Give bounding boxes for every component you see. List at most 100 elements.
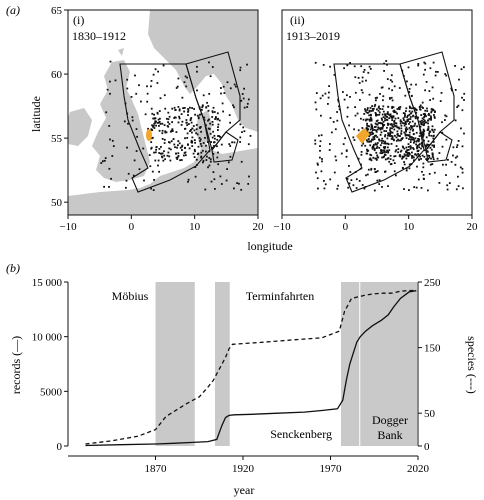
record-point [394,150,397,153]
record-point [413,133,415,135]
record-point [397,126,400,129]
record-point [333,74,336,76]
record-point [184,151,187,154]
record-point [381,156,383,159]
record-point [200,156,202,159]
record-point [366,122,368,125]
record-point [426,107,428,110]
record-point [402,112,405,114]
record-point [243,106,246,109]
record-point [463,99,465,101]
record-point [397,117,400,119]
record-point [358,82,361,84]
map-y-tick-label: 50 [51,197,63,209]
record-point [199,127,201,129]
record-point [391,80,394,83]
map-i-sublabel: (i) [73,13,84,27]
record-point [194,166,197,168]
record-point [217,117,219,120]
record-point [413,141,415,144]
record-point [387,134,389,137]
record-point [187,114,189,116]
record-point [103,185,105,188]
record-point [383,151,386,153]
record-point [179,159,181,162]
record-point [422,113,425,115]
record-point [445,74,448,77]
record-point [457,140,460,142]
record-point [392,159,395,162]
record-point [217,123,220,126]
record-point [189,106,191,109]
record-point [154,121,157,124]
record-point [178,109,181,112]
record-point [432,137,435,140]
record-point [394,155,397,157]
record-point [211,66,214,68]
record-point [400,132,403,135]
record-point [367,149,370,152]
record-point [380,117,383,120]
record-point [323,180,325,182]
record-point [177,77,180,80]
record-point [158,125,160,127]
record-point [391,136,394,139]
record-point [381,127,384,130]
record-point [369,144,372,147]
record-point [427,112,430,115]
record-point [104,157,107,159]
record-point [142,147,145,150]
record-point [208,61,210,64]
record-point [409,136,411,138]
record-point [378,139,381,142]
record-point [387,143,390,146]
record-point [408,134,411,137]
record-point [246,102,249,105]
record-point [150,85,152,88]
record-point [374,122,377,125]
record-point [365,152,368,155]
record-point [360,65,363,68]
record-point [382,140,385,142]
record-point [393,109,396,112]
record-point [382,105,385,108]
record-point [415,111,418,114]
record-point [246,63,248,66]
record-point [342,91,344,93]
record-point [138,84,140,87]
record-point [372,146,375,149]
record-point [404,120,407,123]
record-point [110,177,112,180]
record-point [413,140,416,143]
record-point [385,142,388,145]
record-point [365,127,368,130]
map-x-label: longitude [247,239,292,253]
record-point [378,147,381,149]
record-point [156,111,159,114]
record-point [189,119,192,122]
record-point [162,64,165,67]
record-point [422,177,425,180]
record-point [399,120,402,123]
band-label: Dogger [372,413,408,427]
record-point [153,127,156,129]
record-point [184,128,186,130]
record-point [376,114,379,116]
record-point [410,83,413,86]
record-point [217,126,219,128]
record-point [425,158,428,160]
y2-axis-label: species (---) [465,336,479,394]
record-point [164,130,167,133]
record-point [210,180,213,183]
record-point [457,185,460,187]
record-point [455,188,458,191]
record-point [399,122,402,125]
record-point [155,146,158,149]
record-point [366,140,369,143]
record-point [404,134,407,137]
record-point [408,110,411,113]
record-point [401,166,404,169]
record-point [163,94,166,97]
record-point [445,138,448,141]
record-point [431,125,434,128]
